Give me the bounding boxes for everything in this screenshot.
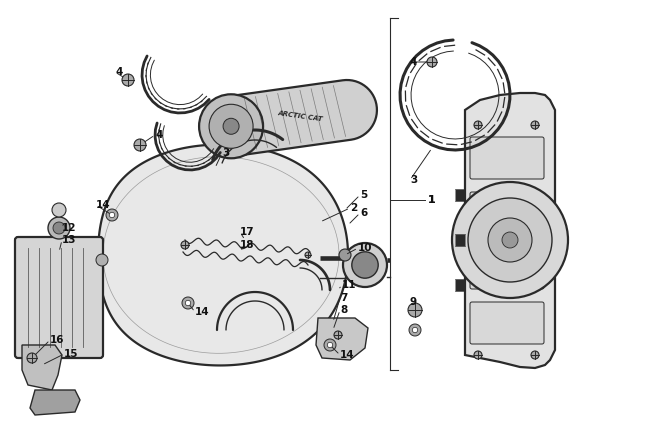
Text: 10: 10 <box>358 243 372 253</box>
Polygon shape <box>22 345 62 390</box>
Text: 7: 7 <box>340 293 347 303</box>
Text: 4: 4 <box>410 57 417 67</box>
Text: 13: 13 <box>62 235 77 245</box>
FancyBboxPatch shape <box>470 192 544 234</box>
Circle shape <box>181 241 189 249</box>
Circle shape <box>223 118 239 134</box>
Text: ARCTIC CAT: ARCTIC CAT <box>277 111 323 123</box>
Circle shape <box>531 351 539 359</box>
Text: 4: 4 <box>115 67 122 77</box>
Circle shape <box>343 243 387 287</box>
Circle shape <box>106 209 118 221</box>
Circle shape <box>488 218 532 262</box>
Circle shape <box>48 217 70 239</box>
Circle shape <box>182 297 194 309</box>
Circle shape <box>52 203 66 217</box>
Text: 6: 6 <box>360 208 367 218</box>
Text: 14: 14 <box>96 200 110 210</box>
Circle shape <box>468 198 552 282</box>
Text: 12: 12 <box>62 223 77 233</box>
Circle shape <box>324 339 336 351</box>
Text: 1: 1 <box>428 195 436 205</box>
Circle shape <box>502 232 518 248</box>
Text: 1: 1 <box>428 195 436 205</box>
Polygon shape <box>203 80 377 156</box>
Circle shape <box>412 327 418 333</box>
Circle shape <box>427 57 437 67</box>
Circle shape <box>531 121 539 129</box>
Polygon shape <box>316 318 368 360</box>
Polygon shape <box>465 93 555 368</box>
Text: 17: 17 <box>240 227 255 237</box>
Circle shape <box>109 212 114 218</box>
Circle shape <box>474 121 482 129</box>
Circle shape <box>27 353 37 363</box>
Circle shape <box>328 342 333 348</box>
FancyBboxPatch shape <box>470 247 544 289</box>
Text: 14: 14 <box>340 350 355 360</box>
Circle shape <box>134 139 146 151</box>
Text: 16: 16 <box>50 335 64 345</box>
Circle shape <box>96 254 108 266</box>
Circle shape <box>305 252 311 258</box>
Circle shape <box>408 303 422 317</box>
Circle shape <box>339 249 351 261</box>
Text: 18: 18 <box>240 240 255 250</box>
Text: 11: 11 <box>342 280 356 290</box>
Text: 3: 3 <box>410 175 417 185</box>
Text: 4: 4 <box>155 130 162 140</box>
Polygon shape <box>98 145 348 365</box>
Text: 5: 5 <box>360 190 367 200</box>
Circle shape <box>452 182 568 298</box>
Circle shape <box>199 94 263 158</box>
Circle shape <box>334 331 342 339</box>
Circle shape <box>53 222 65 234</box>
FancyBboxPatch shape <box>470 137 544 179</box>
Circle shape <box>409 324 421 336</box>
Text: 8: 8 <box>340 305 347 315</box>
Circle shape <box>209 104 253 148</box>
Text: 14: 14 <box>195 307 209 317</box>
Circle shape <box>474 351 482 359</box>
Polygon shape <box>30 390 80 415</box>
FancyBboxPatch shape <box>15 237 103 358</box>
Text: 15: 15 <box>64 349 79 359</box>
Text: 3: 3 <box>222 148 229 158</box>
Text: 9: 9 <box>410 297 417 307</box>
Circle shape <box>122 74 134 86</box>
FancyBboxPatch shape <box>470 302 544 344</box>
Text: 2: 2 <box>350 203 358 213</box>
Circle shape <box>352 252 378 278</box>
Circle shape <box>185 300 190 306</box>
